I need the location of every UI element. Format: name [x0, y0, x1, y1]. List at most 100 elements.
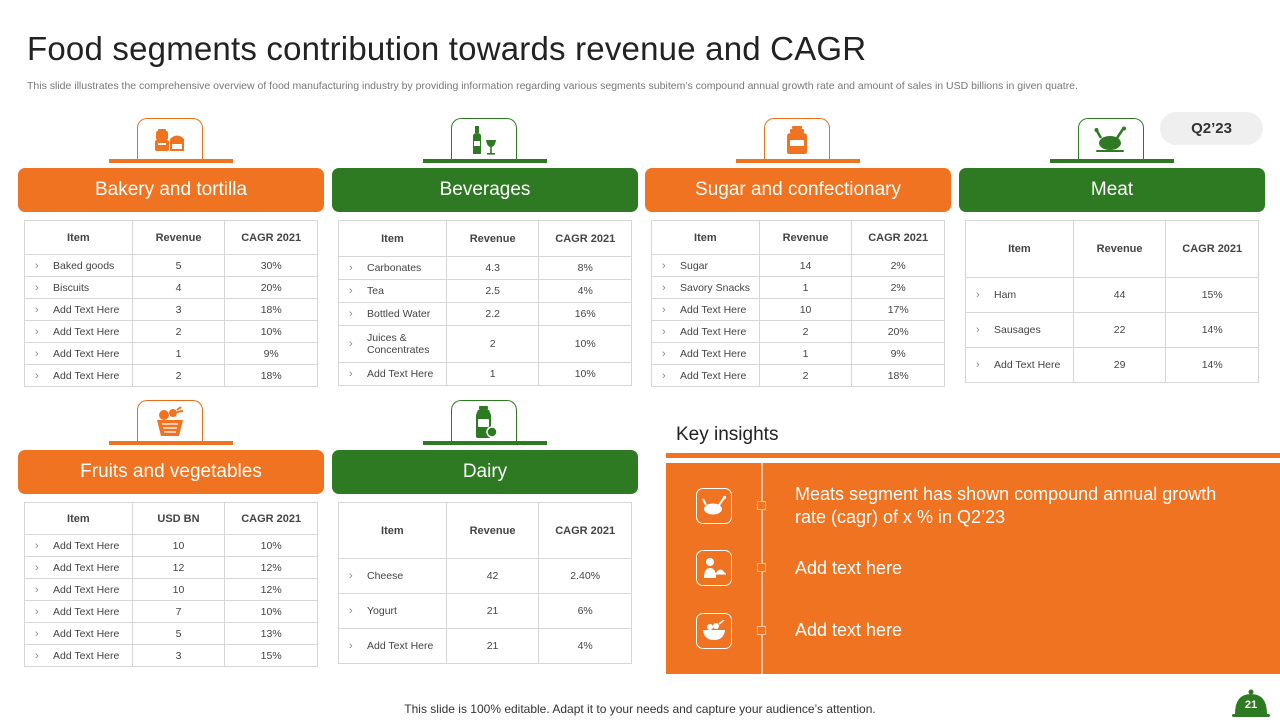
item-cell: › Add Text Here — [24, 556, 133, 579]
table-header-row: Item Revenue CAGR 2021 — [965, 220, 1259, 278]
tab-underline — [1050, 159, 1174, 163]
milk-bottle-icon — [476, 405, 498, 438]
revenue-cell: 21 — [445, 593, 540, 629]
tab-underline — [109, 159, 233, 163]
item-label: Add Text Here — [994, 359, 1061, 371]
page-subtitle: This slide illustrates the comprehensive… — [27, 80, 1078, 92]
table-header-row: Item USD BN CAGR 2021 — [24, 502, 318, 535]
item-cell: › Biscuits — [24, 276, 133, 299]
chevron-right-icon: › — [976, 289, 980, 301]
revenue-cell: 2 — [758, 364, 853, 387]
chevron-right-icon: › — [349, 640, 353, 652]
cagr-cell: 20% — [224, 276, 318, 299]
sugar-jar-icon — [787, 125, 807, 154]
cagr-cell: 17% — [851, 298, 945, 321]
table-row: › Ham 44 15% — [965, 277, 1259, 313]
item-cell: › Juices & Concentrates — [338, 325, 447, 363]
cagr-cell: 9% — [224, 342, 318, 365]
table-header-row: Item Revenue CAGR 2021 — [338, 220, 632, 257]
item-label: Sausages — [994, 324, 1041, 336]
segment-table: Item Revenue CAGR 2021 › Baked goods 5 30% › Bis… — [24, 220, 318, 387]
cagr-cell: 8% — [538, 256, 632, 280]
item-label: Add Text Here — [53, 369, 120, 382]
bakery-icon — [155, 128, 184, 151]
item-label: Add Text Here — [680, 325, 747, 338]
item-cell: › Baked goods — [24, 254, 133, 277]
table-row: › Add Text Here 21 4% — [338, 628, 632, 664]
segment-title: Bakery and tortilla — [18, 168, 324, 212]
chevron-right-icon: › — [662, 325, 666, 338]
key-insights-title: Key insights — [676, 424, 779, 445]
column-header: CAGR 2021 — [224, 502, 318, 535]
column-header: Item — [338, 502, 447, 559]
table-row: › Sausages 22 14% — [965, 312, 1259, 348]
cagr-cell: 10% — [538, 362, 632, 386]
chevron-right-icon: › — [35, 539, 39, 552]
fruit-basket-icon — [157, 405, 184, 436]
column-header: CAGR 2021 — [538, 220, 632, 257]
segment-table: Item Revenue CAGR 2021 › Carbonates 4.3 8% › Tea… — [338, 220, 632, 386]
segment-icon-tab — [137, 400, 203, 442]
revenue-cell: 3 — [131, 644, 226, 667]
roast-chicken-icon — [1094, 126, 1126, 152]
cagr-cell: 18% — [224, 364, 318, 387]
segment-table: Item USD BN CAGR 2021 › Add Text Here 10 10% › A… — [24, 502, 318, 667]
item-label: Add Text Here — [53, 583, 120, 596]
segment-title: Meat — [959, 168, 1265, 212]
timeline-node — [757, 501, 766, 510]
item-label: Ham — [994, 289, 1017, 301]
item-cell: › Add Text Here — [24, 342, 133, 365]
item-label: Add Text Here — [367, 368, 434, 380]
chicken-icon — [702, 495, 727, 515]
item-cell: › Ham — [965, 277, 1074, 313]
item-cell: › Cheese — [338, 558, 447, 594]
segment-icon-tab — [1078, 118, 1144, 160]
item-cell: › Add Text Here — [651, 342, 760, 365]
item-cell: › Sugar — [651, 254, 760, 277]
revenue-cell: 3 — [131, 298, 226, 321]
cagr-cell: 20% — [851, 320, 945, 343]
cagr-cell: 4% — [538, 279, 632, 303]
table-row: › Yogurt 21 6% — [338, 593, 632, 629]
item-cell: › Bottled Water — [338, 302, 447, 326]
chevron-right-icon: › — [349, 368, 353, 380]
chevron-right-icon: › — [349, 570, 353, 582]
revenue-cell: 5 — [131, 622, 226, 645]
cagr-cell: 14% — [1165, 347, 1259, 383]
item-label: Add Text Here — [53, 627, 120, 640]
cagr-cell: 12% — [224, 556, 318, 579]
cagr-cell: 10% — [224, 320, 318, 343]
item-label: Add Text Here — [680, 303, 747, 316]
table-header-row: Item Revenue CAGR 2021 — [651, 220, 945, 255]
revenue-cell: 44 — [1072, 277, 1167, 313]
table-row: › Savory Snacks 1 2% — [651, 276, 945, 299]
segment-table: Item Revenue CAGR 2021 › Ham 44 15% › Sausages 22… — [965, 220, 1259, 383]
item-label: Juices & Concentrates — [367, 332, 430, 356]
revenue-cell: 22 — [1072, 312, 1167, 348]
table-row: › Add Text Here 5 13% — [24, 622, 318, 645]
item-label: Sugar — [680, 259, 709, 272]
revenue-cell: 5 — [131, 254, 226, 277]
chevron-right-icon: › — [35, 605, 39, 618]
item-cell: › Savory Snacks — [651, 276, 760, 299]
table-header-row: Item Revenue CAGR 2021 — [338, 502, 632, 559]
revenue-cell: 4 — [131, 276, 226, 299]
revenue-cell: 1 — [758, 276, 853, 299]
revenue-cell: 42 — [445, 558, 540, 594]
chevron-right-icon: › — [349, 338, 353, 350]
item-label: Savory Snacks — [680, 281, 751, 294]
table-row: › Add Text Here 2 18% — [651, 364, 945, 387]
revenue-cell: 2.5 — [445, 279, 540, 303]
item-label: Add Text Here — [53, 347, 120, 360]
quarter-badge: Q2’23 — [1160, 112, 1263, 145]
item-label: Add Text Here — [53, 303, 120, 316]
cagr-cell: 10% — [224, 600, 318, 623]
chevron-right-icon: › — [35, 325, 39, 338]
revenue-cell: 2 — [758, 320, 853, 343]
revenue-cell: 2 — [131, 364, 226, 387]
revenue-cell: 1 — [445, 362, 540, 386]
column-header: CAGR 2021 — [851, 220, 945, 255]
revenue-cell: 4.3 — [445, 256, 540, 280]
chevron-right-icon: › — [35, 583, 39, 596]
cagr-cell: 2% — [851, 276, 945, 299]
